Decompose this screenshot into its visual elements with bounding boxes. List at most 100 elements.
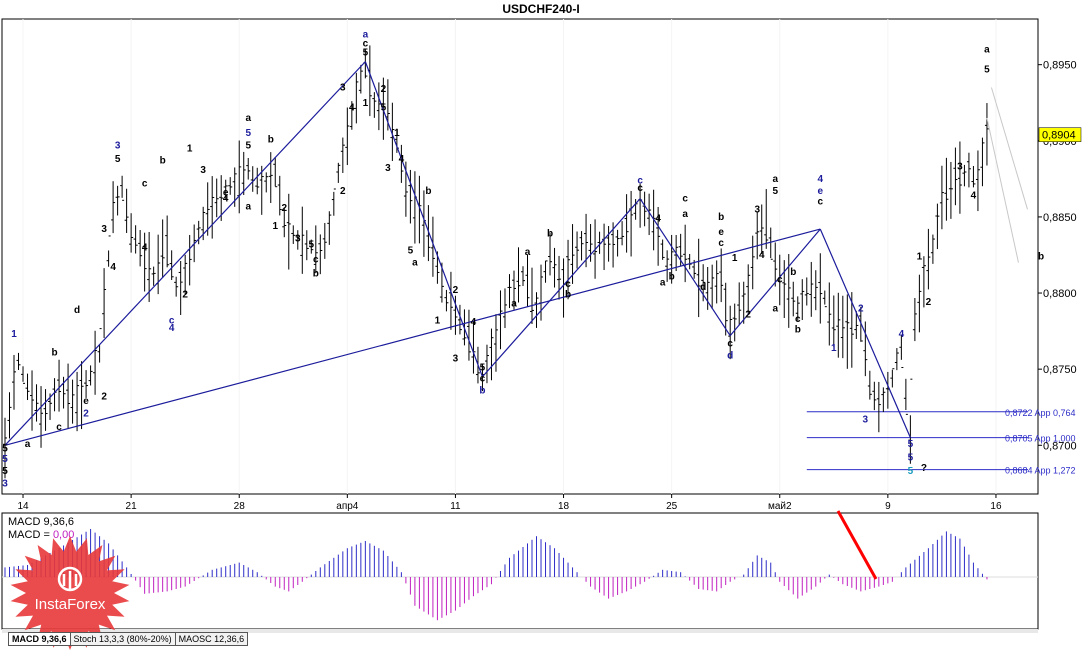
wave-label: 3: [863, 414, 869, 425]
wave-label: 5: [381, 102, 387, 113]
wave-label: c: [718, 238, 724, 249]
wave-label: 4: [223, 194, 229, 205]
wave-label: c: [142, 178, 148, 189]
wave-label: 4: [818, 174, 824, 185]
wave-label: 4: [142, 242, 148, 253]
wave-label: e: [818, 186, 824, 197]
wave-label: 1: [917, 252, 923, 263]
wave-label: 4: [971, 191, 977, 202]
wave-label: 5: [908, 453, 914, 464]
wave-label: 3: [453, 354, 459, 365]
wave-label: d: [700, 282, 706, 293]
wave-label: 2: [281, 203, 287, 214]
time-tick-label: 25: [666, 501, 678, 512]
price-panel: 0,8722 App 0,764 0,8705 App 1,000 0,8684 A…: [1, 18, 1082, 512]
wave-label: e: [223, 188, 229, 199]
wave-label: 4: [110, 262, 116, 273]
wave-label: a: [682, 209, 688, 220]
wave-label: 5: [984, 64, 990, 75]
price-tick-label: 0,8800: [1043, 288, 1077, 300]
macd-histogram: [2, 529, 1038, 621]
wave-label: c: [313, 255, 319, 266]
level-label: 0,8722 App 0,764: [1005, 408, 1076, 418]
price-tick-label: 0,8950: [1043, 60, 1077, 72]
macd-label: MACD 9,36,6: [8, 516, 74, 528]
wave-label: b: [425, 186, 431, 197]
wave-label: 3: [295, 233, 301, 244]
brand-name: InstaForex: [35, 596, 106, 613]
wave-label: 4: [169, 323, 175, 334]
wave-label: c: [682, 194, 688, 205]
forecast-line: [990, 87, 1028, 210]
wave-label: 5: [309, 239, 315, 250]
forecast-line: [986, 117, 1019, 263]
wave-label: b: [313, 268, 319, 279]
wave-label: 5: [2, 466, 8, 477]
wave-label: d: [74, 305, 80, 316]
wave-label: 1: [831, 343, 837, 354]
tab-stoch[interactable]: Stoch 13,3,3 (80%-20%): [69, 632, 176, 646]
wave-label: c: [777, 274, 783, 285]
brand-mark-icon: [57, 566, 83, 592]
wave-label: a: [525, 247, 531, 258]
wave-label: 2: [381, 84, 387, 95]
wave-label: 5: [908, 439, 914, 450]
macd-value-label: MACD = 0,00: [8, 529, 74, 541]
forecast-lines: [986, 87, 1028, 263]
wave-label: 2: [182, 290, 188, 301]
wave-label: a: [984, 44, 990, 55]
price-tick-label: 0,8750: [1043, 364, 1077, 376]
wave-label: d: [727, 351, 733, 362]
wave-label: a: [363, 29, 369, 40]
wave-labels: 5553a1bdce223534b4c13e4a5a5b2135cb4c2ac5…: [2, 29, 1044, 489]
wave-label: a: [660, 277, 666, 288]
current-price-box: [1038, 127, 1082, 142]
wave-label: c: [637, 175, 643, 186]
time-tick-label: 14: [17, 501, 29, 512]
wave-label: 3: [340, 83, 346, 94]
wave-label: a: [772, 174, 778, 185]
wave-label: 2: [745, 309, 751, 320]
wave-label: 4: [399, 154, 405, 165]
tab-macd[interactable]: MACD 9,36,6: [8, 632, 71, 646]
wave-label: 5: [245, 128, 251, 139]
wave-label: 3: [2, 478, 8, 489]
wave-label: 2: [926, 297, 932, 308]
wave-label: 3: [754, 204, 760, 215]
wave-line: [4, 61, 366, 446]
macd-value: 0,00: [53, 529, 74, 541]
wave-label: ?: [921, 463, 927, 474]
price-panel-frame: [1, 18, 1039, 495]
wave-label: 3: [101, 224, 107, 235]
wave-label: 2: [858, 303, 864, 314]
wave-label: 4: [471, 317, 477, 328]
price-tick-label: 0,8700: [1043, 440, 1077, 452]
wave-label: 2: [453, 285, 459, 296]
time-tick-label: 18: [558, 501, 570, 512]
wave-label: 4: [899, 329, 905, 340]
wave-label: 2: [101, 392, 107, 403]
wave-label: c: [637, 183, 643, 194]
tabbar-strip: [2, 629, 1038, 633]
wave-label: b: [479, 386, 485, 397]
macd-divergence-line: [836, 510, 878, 580]
wave-label: c: [727, 338, 733, 349]
wave-label: c: [363, 38, 369, 49]
chart-title: USDCHF240-I: [502, 2, 579, 16]
wave-label: e: [718, 227, 724, 238]
wave-label: b: [268, 134, 274, 145]
macd-panel: MACD 9,36,6 MACD = 0,00: [1, 510, 1039, 630]
wave-label: 1: [363, 98, 369, 109]
tab-maosc[interactable]: MAOSC 12,36,6: [174, 632, 249, 646]
wave-label: 5: [2, 454, 8, 465]
wave-label: 2: [340, 186, 346, 197]
level-label: 0,8684 App 1,272: [1005, 466, 1076, 476]
macd-panel-frame: [1, 512, 1039, 630]
wave-line: [639, 198, 731, 336]
wave-label: 5: [408, 245, 414, 256]
wave-label: 4: [759, 250, 765, 261]
wave-label: c: [56, 422, 62, 433]
wave-label: c: [818, 197, 824, 208]
wave-lines: [4, 61, 911, 446]
wave-line: [364, 61, 484, 377]
